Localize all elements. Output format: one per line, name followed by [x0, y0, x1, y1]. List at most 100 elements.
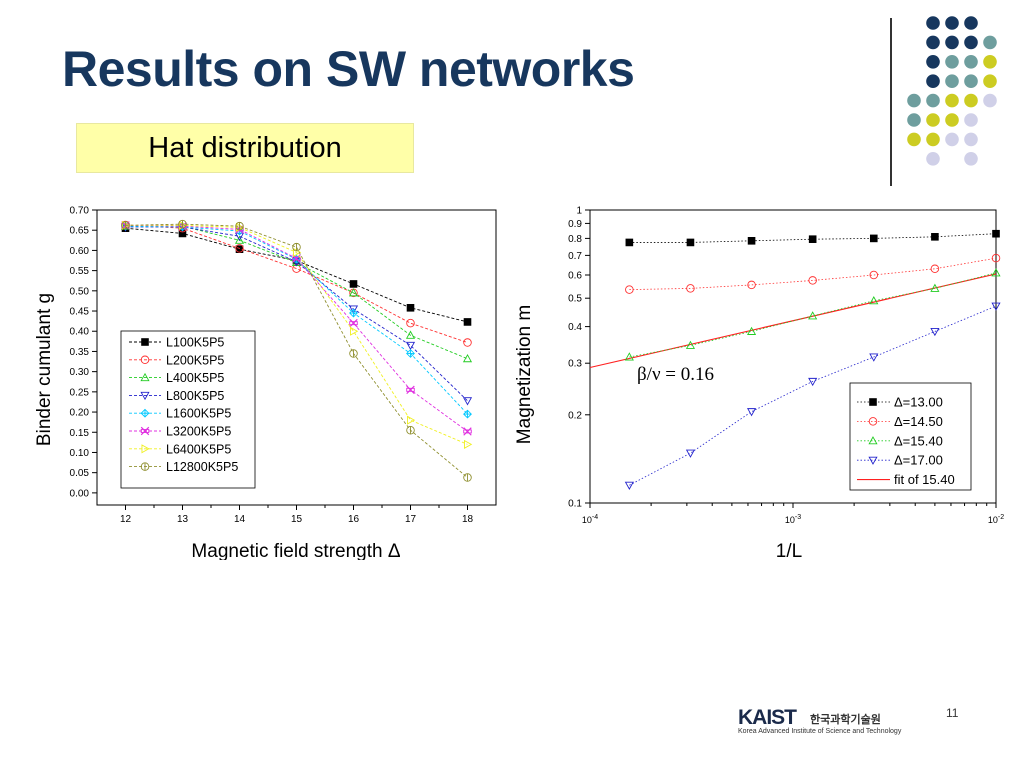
chart2-legend-marker — [868, 417, 878, 426]
slide-title: Results on SW networks — [62, 41, 635, 97]
chart1-data-point — [406, 303, 415, 312]
decor-dot — [945, 16, 959, 30]
chart2-data-point — [747, 237, 756, 245]
chart2-fit-line — [589, 273, 997, 369]
chart2-data-point — [686, 284, 695, 293]
chart2-data-point — [747, 280, 756, 290]
chart1-series-line — [125, 227, 468, 323]
decor-dot — [964, 74, 978, 88]
chart1-data-point — [406, 318, 415, 328]
chart2-y-tick-label: 0.1 — [568, 499, 582, 510]
chart1-y-tick-label: 0.30 — [70, 367, 90, 378]
chart1-legend-marker — [140, 355, 150, 365]
decor-dot — [945, 35, 959, 50]
chart1-x-tick-label: 18 — [462, 514, 474, 525]
chart2-data-point — [624, 352, 634, 361]
chart2-data-point — [930, 283, 940, 292]
chart1-data-point — [405, 330, 416, 339]
chart2-y-tick-label: 0.6 — [568, 271, 582, 282]
chart2-series-line — [629, 305, 997, 486]
chart1-data-point — [348, 305, 359, 314]
decor-dot — [983, 74, 997, 88]
chart2-data-point — [746, 326, 757, 335]
chart2-data-point — [808, 235, 817, 243]
decor-divider — [890, 18, 892, 186]
chart1-data-point — [463, 338, 472, 347]
page-number: 11 — [946, 706, 959, 720]
decor-dot — [926, 16, 940, 30]
slide-subtitle: Hat distribution — [76, 123, 414, 173]
chart2-y-tick-label: 0.9 — [568, 219, 582, 230]
chart2-data-point — [625, 285, 634, 294]
chart1-data-point — [349, 308, 358, 318]
decor-dot — [964, 16, 978, 30]
chart1-data-point — [121, 221, 130, 230]
chart1-x-tick-label: 15 — [291, 514, 303, 525]
chart1-y-tick-label: 0.00 — [70, 488, 90, 499]
chart1-legend-label: L200K5P5 — [166, 353, 224, 367]
chart2-data-point — [685, 340, 696, 349]
chart1-x-axis-label: Magnetic field strength Δ — [191, 541, 400, 560]
chart1-data-point — [178, 219, 187, 229]
kaist-logo: KAIST 한국과학기술원 Korea Advanced Institute o… — [738, 706, 938, 740]
chart1-data-point — [464, 439, 473, 449]
chart2-y-tick-label: 0.5 — [568, 294, 582, 305]
decor-dot — [964, 132, 978, 147]
logo-korean-text: 한국과학기술원 — [810, 713, 881, 726]
chart1-x-tick-label: 16 — [348, 514, 360, 525]
decor-dot — [964, 113, 978, 127]
chart1-legend-marker — [140, 462, 150, 471]
decor-dot — [945, 55, 959, 69]
chart1-legend-label: L800K5P5 — [166, 389, 224, 403]
chart2-data-point — [930, 327, 940, 337]
chart1-series-line — [125, 224, 468, 343]
chart1-y-tick-label: 0.65 — [70, 226, 90, 237]
chart1-legend-label: L3200K5P5 — [166, 425, 231, 439]
chart1-legend-label: L6400K5P5 — [166, 442, 231, 456]
chart2-data-point — [625, 238, 634, 247]
logo-english-text: Korea Advanced Institute of Science and … — [738, 728, 902, 735]
chart2-data-point — [991, 253, 1001, 263]
chart1-data-point — [406, 425, 415, 435]
decor-dot — [964, 55, 978, 69]
chart2-data-point — [808, 377, 818, 387]
chart2-legend-marker — [868, 436, 878, 445]
chart2-data-point — [869, 270, 879, 280]
chart1-y-tick-label: 0.70 — [70, 206, 90, 217]
chart2-legend-marker — [869, 398, 877, 406]
decor-dot — [983, 55, 997, 69]
chart1-y-tick-label: 0.20 — [70, 408, 90, 419]
chart2-legend-label: Δ=13.00 — [894, 395, 943, 410]
decor-dot — [907, 113, 921, 127]
chart1-data-point — [463, 473, 472, 482]
chart2-x-tick-label: 10-3 — [785, 514, 801, 525]
chart2-data-point — [992, 229, 1000, 238]
chart1-data-point — [462, 353, 473, 363]
chart2-x-tick-label: 10-2 — [988, 514, 1004, 525]
chart2-data-point — [930, 264, 940, 274]
decor-dot — [964, 93, 978, 108]
decor-dot — [945, 74, 959, 88]
chart2-legend-fit-label: fit of 15.40 — [894, 472, 955, 487]
chart1-legend-label: L1600K5P5 — [166, 407, 231, 421]
chart1-legend-marker — [140, 426, 150, 436]
logo-wordmark: KAIST — [738, 706, 797, 729]
chart2-legend-marker — [868, 456, 878, 465]
chart1-x-tick-label: 12 — [120, 514, 132, 525]
chart1-data-point — [234, 235, 245, 244]
decor-dot — [926, 132, 940, 147]
chart1-data-point — [235, 244, 244, 253]
chart2-data-point — [808, 311, 818, 320]
chart1-y-axis-label: Binder cumulant g — [34, 293, 55, 446]
chart2-data-point — [686, 238, 695, 247]
chart1-data-point — [348, 288, 359, 297]
chart1-y-tick-label: 0.35 — [70, 347, 90, 358]
chart2-y-axis-label: Magnetization m — [514, 305, 535, 444]
chart1-y-tick-label: 0.15 — [70, 428, 90, 439]
chart1-data-point — [407, 415, 416, 425]
decor-dot — [926, 113, 940, 127]
chart1-data-point — [463, 409, 472, 419]
chart1-y-tick-label: 0.25 — [70, 387, 90, 398]
chart2-data-point — [991, 268, 1001, 277]
chart1-legend-label: L12800K5P5 — [166, 460, 238, 474]
